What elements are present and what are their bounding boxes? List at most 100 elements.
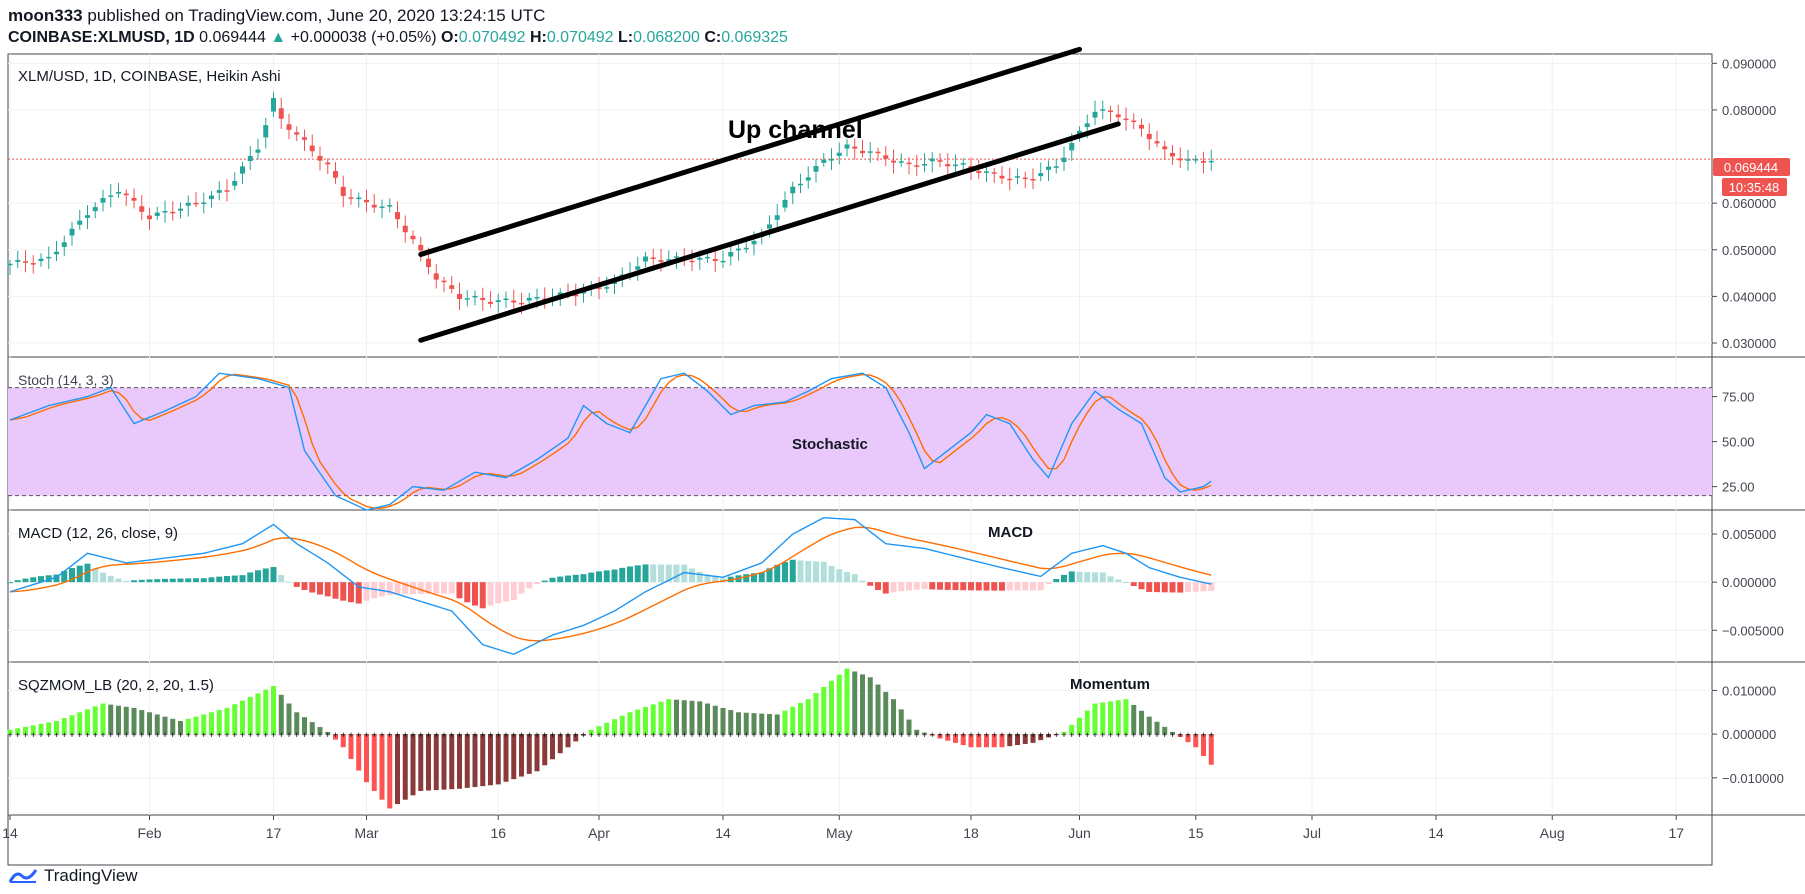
momentum-bar <box>325 731 331 735</box>
momentum-bar <box>123 706 129 735</box>
macd-hist-bar <box>270 566 277 583</box>
squeeze-dot: + <box>565 730 570 740</box>
momentum-bar <box>991 734 997 748</box>
stoch-k-line <box>9 372 1212 511</box>
momentum-bar <box>1177 734 1183 738</box>
momentum-bar <box>666 699 672 735</box>
macd-hist-bar <box>379 582 385 597</box>
macd-hist-bar <box>673 564 680 583</box>
momentum-bar <box>1162 726 1168 735</box>
momentum-bar <box>77 712 83 735</box>
squeeze-dot: + <box>829 730 834 740</box>
macd-hist-bar <box>425 582 432 594</box>
squeeze-dot: + <box>643 730 648 740</box>
footer: TradingView <box>8 866 138 886</box>
momentum-bar <box>193 716 199 735</box>
author[interactable]: moon333 <box>8 6 83 25</box>
x-tick-label: Apr <box>588 825 610 841</box>
candle-body <box>658 260 664 262</box>
squeeze-dot: + <box>54 730 59 740</box>
squeeze-dot: + <box>1147 730 1152 740</box>
squeeze-dot: + <box>573 730 578 740</box>
candle-body <box>464 298 470 300</box>
brand-name[interactable]: TradingView <box>44 866 138 885</box>
macd-hist-bar <box>1138 582 1145 590</box>
squeeze-dot: + <box>271 730 276 740</box>
squeeze-dot: + <box>77 730 82 740</box>
channel-lines[interactable] <box>418 46 1121 343</box>
macd-hist-bar <box>1208 582 1215 592</box>
macd-hist-bar <box>991 582 998 591</box>
momentum-bar <box>999 734 1005 748</box>
squeeze-dot: + <box>317 730 322 740</box>
channel-annotation[interactable]: Up channel <box>728 116 863 144</box>
momentum-bar <box>720 707 726 735</box>
candle-body <box>929 158 935 162</box>
squeeze-dot: + <box>372 730 377 740</box>
change-value: +0.000038 (+0.05%) <box>290 29 437 46</box>
macd-hist-bar <box>146 579 153 583</box>
macd-hist-bar <box>937 582 943 590</box>
candle-body <box>116 191 121 194</box>
candle-body <box>1146 133 1152 140</box>
squeeze-dot: + <box>356 730 361 740</box>
candle-body <box>449 285 455 289</box>
macd-hist-bar <box>844 571 850 583</box>
momentum-bar <box>255 693 261 735</box>
macd-hist-bar <box>720 578 726 583</box>
macd-hist-bar <box>340 582 347 601</box>
macd-hist-bar <box>619 567 626 583</box>
squeeze-dot: + <box>519 730 524 740</box>
momentum-bar <box>619 715 625 735</box>
macd-hist-bar <box>782 562 788 583</box>
candle-body <box>526 297 532 301</box>
candle-body <box>643 256 648 262</box>
x-tick-label: 16 <box>490 825 506 841</box>
macd-hist-bar <box>813 561 819 583</box>
momentum-bar <box>658 701 664 735</box>
squeeze-dot: + <box>1085 730 1090 740</box>
macd-hist-bar <box>262 568 269 583</box>
macd-line <box>9 516 1212 656</box>
squeeze-dot: + <box>798 730 803 740</box>
candle-body <box>1030 178 1036 181</box>
macd-hist-bar <box>185 578 192 583</box>
candle-body <box>635 266 641 270</box>
squeeze-dot: + <box>224 730 229 740</box>
macd-hist-bar <box>882 582 889 594</box>
macd-hist-bar <box>975 582 982 591</box>
macd-hist-bar <box>278 574 285 583</box>
macd-hist-bar <box>487 582 494 606</box>
momentum-bar <box>1123 699 1129 735</box>
macd-hist-bar <box>208 577 215 583</box>
macd-hist-bar <box>867 582 874 586</box>
candle-body <box>906 162 912 165</box>
macd-hist-bar <box>239 575 246 583</box>
macd-hist-bar <box>231 575 238 583</box>
macd-hist-bar <box>875 582 881 591</box>
macd-hist-bar <box>394 582 401 595</box>
candle-body <box>201 202 207 204</box>
macd-hist-bar <box>177 578 184 583</box>
momentum-bar <box>488 734 493 786</box>
momentum-bar <box>371 734 377 791</box>
momentum-bar <box>898 709 904 735</box>
y-tick-label: 50.00 <box>1722 435 1755 450</box>
candle-body <box>557 292 563 295</box>
candle-body <box>945 164 951 167</box>
candle-body <box>247 155 253 162</box>
close-value: 0.069325 <box>721 29 788 46</box>
macd-hist-bar <box>1022 582 1029 591</box>
squeeze-dot: + <box>953 730 958 740</box>
momentum-bar <box>705 703 710 735</box>
candle-body <box>596 287 602 289</box>
momentum-bar <box>1046 734 1051 738</box>
candle-body <box>798 183 803 186</box>
macd-hist-bar <box>1068 571 1075 583</box>
squeeze-dot: + <box>387 730 392 740</box>
momentum-bar <box>836 674 842 735</box>
candle-body <box>1115 114 1121 118</box>
x-tick-label: 17 <box>1668 825 1684 841</box>
candle-body <box>317 155 323 161</box>
